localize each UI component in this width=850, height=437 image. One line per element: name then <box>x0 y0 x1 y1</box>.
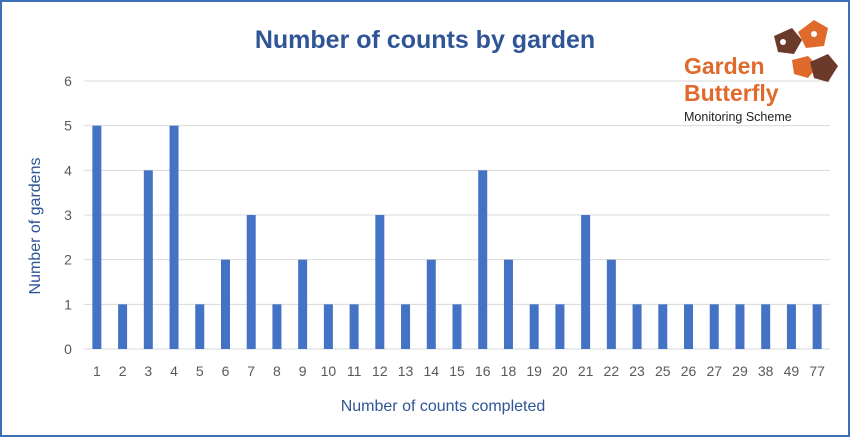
bar-10 <box>323 304 333 349</box>
y-axis-ticks: 0 1 2 3 4 5 6 <box>64 73 72 357</box>
y-tick-label: 0 <box>64 341 72 357</box>
bar-18 <box>503 259 513 349</box>
x-tick-label: 23 <box>629 363 645 379</box>
bar-49 <box>786 304 796 349</box>
x-tick-label: 19 <box>526 363 542 379</box>
bar-12 <box>375 215 385 349</box>
bar-5 <box>195 304 205 349</box>
x-tick-label: 7 <box>247 363 255 379</box>
bar-23 <box>632 304 642 349</box>
x-tick-label: 38 <box>758 363 774 379</box>
bar-11 <box>349 304 359 349</box>
y-tick-label: 6 <box>64 73 72 89</box>
y-tick-label: 1 <box>64 296 72 312</box>
x-axis-label: Number of counts completed <box>341 398 546 415</box>
bar-26 <box>684 304 694 349</box>
bar-1 <box>92 125 102 350</box>
x-tick-label: 13 <box>398 363 414 379</box>
x-tick-label: 21 <box>578 363 594 379</box>
x-tick-label: 18 <box>501 363 517 379</box>
y-tick-label: 2 <box>64 252 72 268</box>
x-tick-label: 5 <box>196 363 204 379</box>
y-tick-label: 3 <box>64 207 72 223</box>
x-tick-label: 6 <box>222 363 230 379</box>
x-tick-label: 1 <box>93 363 101 379</box>
logo-line-2: Butterfly <box>684 80 779 106</box>
bar-19 <box>529 304 539 349</box>
y-tick-label: 4 <box>64 162 72 178</box>
bar-29 <box>735 304 745 349</box>
bar-13 <box>401 304 411 349</box>
x-tick-label: 29 <box>732 363 748 379</box>
bar-4 <box>169 125 179 350</box>
bar-25 <box>658 304 668 349</box>
bar-38 <box>761 304 771 349</box>
bar-77 <box>812 304 822 349</box>
bar-16 <box>478 170 488 349</box>
garden-butterfly-logo: Garden Butterfly Monitoring Scheme <box>684 20 838 124</box>
bar-20 <box>555 304 565 349</box>
bar-27 <box>709 304 719 349</box>
bar-15 <box>452 304 462 349</box>
x-tick-label: 27 <box>706 363 722 379</box>
logo-line-1: Garden <box>684 53 765 79</box>
bar-3 <box>143 170 153 349</box>
x-tick-label: 16 <box>475 363 491 379</box>
x-tick-label: 49 <box>784 363 800 379</box>
logo-line-3: Monitoring Scheme <box>684 110 792 124</box>
x-tick-label: 11 <box>347 363 362 379</box>
x-tick-label: 2 <box>119 363 127 379</box>
chart-title: Number of counts by garden <box>255 26 595 54</box>
x-tick-label: 20 <box>552 363 568 379</box>
x-tick-label: 22 <box>604 363 620 379</box>
x-tick-label: 12 <box>372 363 388 379</box>
x-tick-label: 10 <box>321 363 337 379</box>
bar-14 <box>426 259 436 349</box>
x-tick-label: 77 <box>809 363 825 379</box>
bar-7 <box>246 215 256 349</box>
x-tick-label: 25 <box>655 363 671 379</box>
y-tick-label: 5 <box>64 118 72 134</box>
x-axis-ticks: 1 2 3 4 5 6 7 8 9 10 11 12 13 14 15 16 18 19 20 21 22 23 25 26 2… <box>93 363 825 379</box>
bar-9 <box>298 259 308 349</box>
y-axis-label: Number of gardens <box>27 158 44 295</box>
bars <box>92 125 822 350</box>
butterfly-logo-icon <box>774 20 838 82</box>
x-tick-label: 14 <box>423 363 439 379</box>
x-tick-label: 8 <box>273 363 281 379</box>
bar-8 <box>272 304 282 349</box>
x-tick-label: 9 <box>299 363 307 379</box>
x-tick-label: 3 <box>144 363 152 379</box>
x-tick-label: 4 <box>170 363 178 379</box>
bar-22 <box>606 259 616 349</box>
bar-2 <box>118 304 128 349</box>
bar-21 <box>581 215 591 349</box>
x-tick-label: 15 <box>449 363 465 379</box>
gridlines <box>84 80 830 350</box>
bar-6 <box>220 259 230 349</box>
x-tick-label: 26 <box>681 363 697 379</box>
